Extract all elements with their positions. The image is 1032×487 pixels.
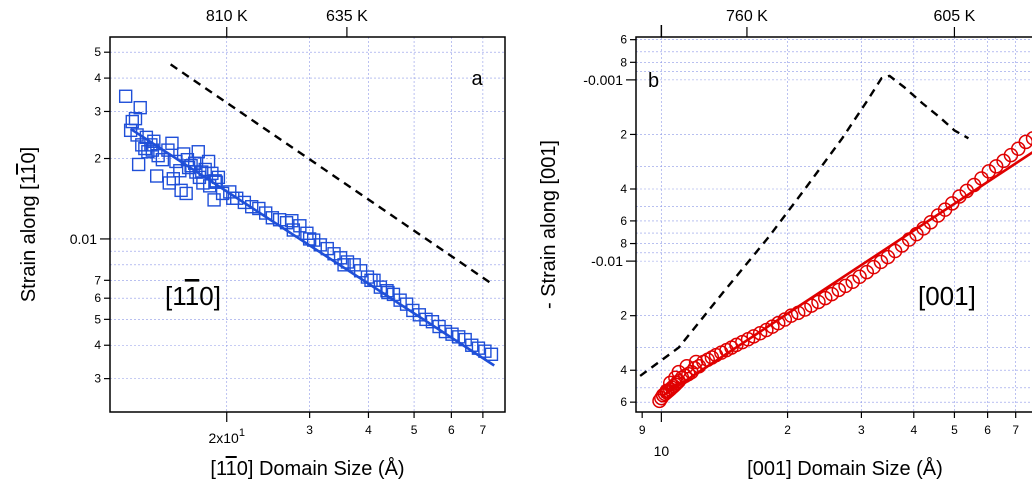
data-point-b bbox=[688, 354, 704, 370]
x-axis-title: [110] Domain Size (Å) bbox=[210, 457, 404, 480]
x-tick-label: 4 bbox=[365, 423, 372, 437]
y-tick-label: 2 bbox=[620, 309, 627, 323]
top-axis-label: 635 K bbox=[326, 8, 368, 25]
data-point-a bbox=[191, 145, 205, 159]
y-axis-title: - Strain along [001] bbox=[538, 140, 560, 309]
data-point-a bbox=[133, 100, 147, 115]
y-tick-label: 7 bbox=[94, 273, 101, 287]
y-tick-label: 8 bbox=[620, 237, 627, 251]
data-point-a bbox=[484, 347, 499, 361]
y-tick-label: 0.01 bbox=[70, 231, 97, 247]
data-point-a bbox=[181, 160, 196, 175]
data-point-a bbox=[162, 176, 176, 190]
x-tick-label: 5 bbox=[951, 423, 958, 437]
dashed-line-b bbox=[639, 74, 970, 377]
plot-frame-a bbox=[109, 36, 506, 413]
y-tick-label: 5 bbox=[94, 312, 101, 326]
data-point-a bbox=[165, 136, 179, 151]
annotation-a: [110] bbox=[165, 281, 221, 311]
plot-frame-b bbox=[635, 36, 1032, 413]
y-tick-label: 6 bbox=[94, 291, 101, 305]
data-point-b bbox=[824, 286, 840, 302]
data-point-a bbox=[131, 157, 146, 172]
data-point-a bbox=[285, 214, 299, 228]
y-tick-label: 3 bbox=[94, 372, 101, 386]
data-point-a bbox=[211, 170, 226, 185]
data-point-b bbox=[981, 164, 997, 179]
grid-a bbox=[110, 37, 505, 412]
y-tick-label: 4 bbox=[620, 363, 627, 377]
data-point-b bbox=[655, 388, 671, 403]
x-tick-label: 9 bbox=[639, 423, 646, 437]
y-tick-label: 4 bbox=[94, 71, 101, 85]
x-tick-label: 10 bbox=[654, 443, 670, 459]
y-tick-label: -0.01 bbox=[591, 253, 623, 269]
data-point-a bbox=[293, 219, 307, 233]
data-point-a bbox=[245, 200, 259, 214]
annotation-b: [001] bbox=[918, 281, 976, 311]
x-tick-label: 6 bbox=[984, 423, 991, 437]
fit-line-b bbox=[660, 151, 1032, 398]
data-point-a bbox=[118, 89, 133, 103]
data-point-a bbox=[166, 172, 180, 186]
data-point-a bbox=[179, 186, 193, 201]
x-tick-label: 2x101 bbox=[208, 427, 244, 446]
x-tick-label: 5 bbox=[411, 423, 418, 437]
y-tick-label: 4 bbox=[620, 182, 627, 196]
y-tick-label: 2 bbox=[620, 127, 627, 141]
panel-a: 3 4 5 6 7 0.01 2 3 4 5 2x101 3 4 5 6 7 810 K 635 K [110] D… bbox=[18, 8, 506, 480]
x-tick-label: 4 bbox=[910, 423, 917, 437]
data-point-b bbox=[988, 159, 1004, 174]
y-tick-label: 6 bbox=[620, 214, 627, 228]
dashed-line-a bbox=[169, 63, 495, 287]
y-tick-label: -0.001 bbox=[583, 72, 623, 88]
data-point-b bbox=[852, 269, 867, 285]
data-point-a bbox=[150, 169, 164, 183]
y-tick-label: 3 bbox=[94, 104, 101, 118]
grid-b bbox=[636, 37, 1032, 412]
y-axis-title: Strain along [110] bbox=[18, 147, 40, 302]
top-axis-label: 810 K bbox=[206, 8, 248, 25]
x-axis-title: [001] Domain Size (Å) bbox=[747, 457, 943, 480]
data-point-a bbox=[174, 183, 188, 198]
y-tick-label: 6 bbox=[620, 395, 627, 409]
data-point-b bbox=[679, 358, 695, 374]
data-point-b bbox=[659, 383, 674, 399]
y-tick-label: 2 bbox=[94, 152, 101, 166]
data-point-a bbox=[333, 251, 348, 265]
series-group-b bbox=[639, 74, 1032, 409]
data-point-b bbox=[838, 278, 853, 294]
data-point-a bbox=[128, 111, 143, 126]
data-point-b bbox=[866, 259, 881, 275]
data-point-a bbox=[207, 193, 221, 207]
data-point-b bbox=[746, 329, 761, 344]
data-point-a bbox=[139, 130, 154, 145]
x-tick-label: 3 bbox=[306, 423, 313, 437]
panel-label-b: b bbox=[648, 70, 659, 92]
data-point-a bbox=[320, 241, 334, 256]
y-tick-label: 6 bbox=[620, 33, 627, 47]
x-tick-label: 7 bbox=[480, 423, 487, 437]
fit-line-a bbox=[129, 127, 495, 367]
y-tick-label: 4 bbox=[94, 338, 101, 352]
data-point-a bbox=[125, 114, 139, 129]
top-axis-label: 605 K bbox=[934, 8, 976, 25]
y-tick-label: 5 bbox=[94, 45, 101, 59]
x-tick-label: 3 bbox=[858, 423, 865, 437]
data-point-b bbox=[1018, 134, 1032, 150]
series-group-a bbox=[118, 63, 499, 367]
data-point-b bbox=[1025, 131, 1032, 146]
x-tick-label: 6 bbox=[448, 423, 455, 437]
x-tick-label: 7 bbox=[1012, 423, 1019, 437]
panel-label-a: a bbox=[471, 68, 483, 90]
y-tick-label: 8 bbox=[620, 55, 627, 69]
x-tick-label: 2 bbox=[784, 423, 791, 437]
top-axis-label: 760 K bbox=[726, 8, 768, 25]
data-point-a bbox=[279, 216, 294, 230]
data-point-b bbox=[811, 294, 826, 310]
